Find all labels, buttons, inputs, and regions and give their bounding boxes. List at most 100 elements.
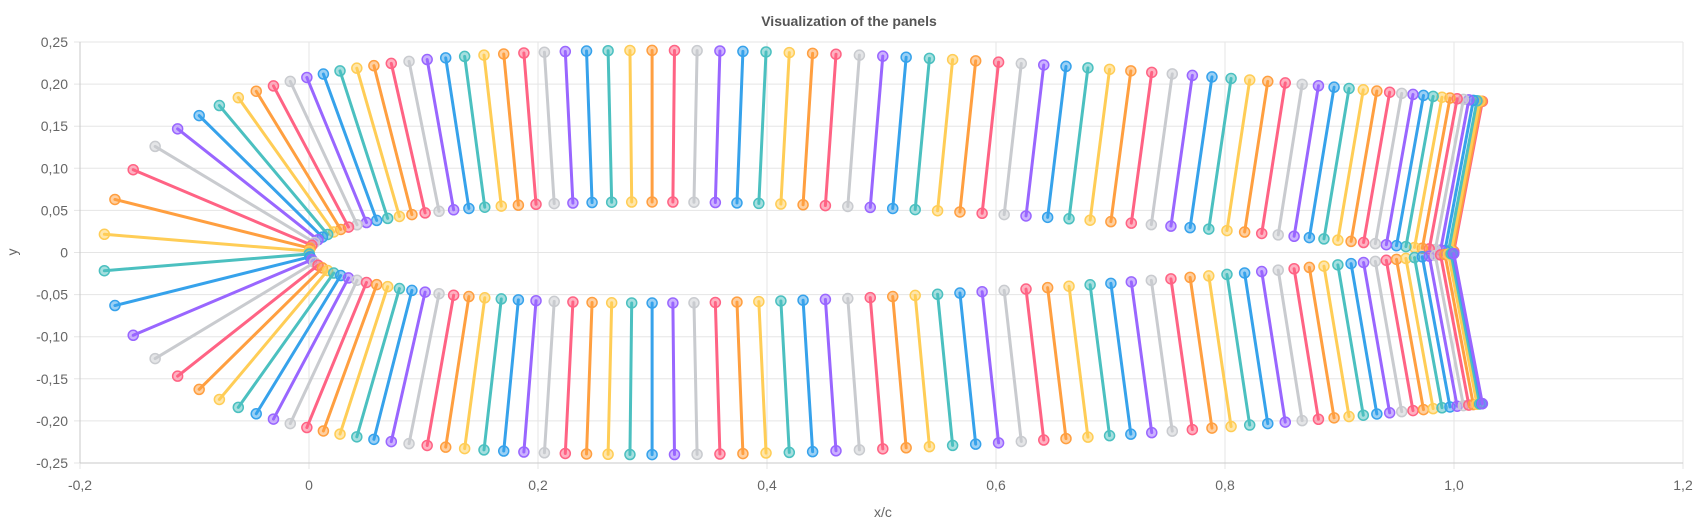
panel-normal [580,45,598,209]
panel-normal-line [1413,256,1444,410]
panel-normal [819,293,842,457]
panel-normal [1184,71,1218,234]
panel-midpoint [931,288,944,301]
panel-normal-line [1225,272,1252,427]
panel-normal-tip [830,445,842,457]
panel-normal-tip [946,53,959,66]
panel-normal-line [1024,63,1046,218]
panel-normal-line [1433,97,1465,252]
panel-normal-tip [668,44,681,57]
panel-midpoint [1255,265,1268,278]
panel-midpoint [1184,271,1196,284]
panel-midpoint [1221,224,1233,237]
panel-normal-line [1002,62,1023,217]
panel-normal-tip [334,428,346,440]
panel-normal-tip [760,46,772,58]
y-tick-label: 0,25 [41,34,68,50]
panel-midpoint [1165,273,1177,285]
panel-midpoint [567,296,579,308]
x-tick-label: 0,4 [757,477,777,493]
panel-normal-tip [992,437,1005,449]
panel-normal [403,55,445,218]
panel-normal [1105,65,1137,228]
panel-normal [1165,69,1199,232]
panel-midpoint [1318,233,1330,245]
panel-normal-tip [624,448,636,461]
panel-normal-tip [403,437,415,450]
panel-normal-line [1404,256,1435,411]
panel-normal-line [482,297,503,452]
panel-normal [731,45,749,209]
panel-normal-tip [232,91,245,104]
panel-normal-line [757,50,768,205]
panel-normal [403,287,445,450]
panel-midpoint [976,207,988,220]
panel-normal [1400,252,1439,415]
y-tick-label: 0 [60,245,68,261]
panel-normal [976,285,1005,449]
panel-normal-tip [760,447,772,459]
panel-normal-line [1362,90,1392,245]
y-tick-label: -0,05 [36,287,68,303]
panel-normal-tip [127,329,139,342]
panel-midpoint [864,201,877,214]
panel-normal-line [271,276,350,421]
panel-normal-line [563,50,575,205]
panel-normal-tip [624,44,636,57]
panel-normal-line [671,48,676,204]
panel-normal-line [958,59,978,214]
panel-normal-line [271,84,350,229]
panel-normal-line [779,51,791,206]
panel-normal-line [1404,94,1435,249]
panel-normal-line [671,301,676,457]
x-tick-label: 1,2 [1673,477,1693,493]
panel-midpoint [909,289,921,302]
panel-midpoint [731,296,743,308]
panel-normal-line [606,49,614,204]
y-tick-label: 0,10 [41,160,68,176]
panel-normal-tip [1082,431,1094,443]
panel-midpoint [351,274,363,286]
panel-normal-tip [1060,432,1072,445]
panel-midpoint [1400,240,1412,253]
panel-normal [213,99,334,241]
panel-normal [1380,88,1419,251]
panel-normal [602,44,618,208]
panel-normal-tip [497,48,510,60]
panel-normal-tip [714,45,726,57]
panel-normal [385,57,431,219]
panel-normal-line [1349,89,1379,243]
panel-normal [1041,281,1072,445]
panel-normal-tip [559,45,572,58]
panel-normal [1145,274,1179,437]
panel-normal-line [338,285,390,436]
panel-normal-tip [109,193,121,206]
panel-normal-tip [478,49,490,61]
panel-normal [602,297,618,461]
panel-midpoint [393,282,406,295]
panel-normal-line [801,298,815,454]
panel-normal [1063,280,1094,443]
panel-normal-line [1188,75,1214,230]
panel-normal [886,290,912,454]
panel-normal-tip [737,45,749,58]
panel-normal-line [823,297,838,453]
panel-normal [864,50,889,214]
panel-normal-tip [1166,68,1179,80]
panel-midpoint [1063,280,1075,292]
panel-normal-tip [1186,69,1199,82]
panel-normal-line [1169,73,1194,228]
panel-normal-tip [923,52,936,65]
panel-normal-line [1420,255,1452,409]
panel-normal-line [131,258,314,337]
panel-normal [351,62,406,223]
panel-normal-tip [213,393,226,406]
panel-normal [439,290,475,453]
panel-normal [1369,87,1408,250]
panel-normal [284,274,363,430]
panel-normal-line [1336,88,1365,242]
panel-normal [646,44,658,208]
panel-normal-tip [1015,57,1028,70]
panel-normal [753,46,772,210]
